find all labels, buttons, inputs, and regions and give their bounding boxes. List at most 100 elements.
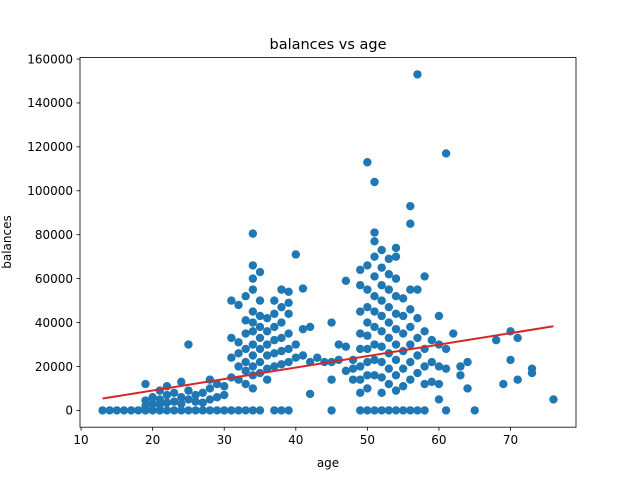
data-point (191, 397, 200, 406)
data-point (255, 311, 265, 321)
x-axis-label: age (317, 456, 339, 470)
data-point (363, 344, 372, 354)
data-point (406, 201, 415, 211)
data-point (398, 364, 408, 373)
data-point (370, 237, 379, 246)
data-point (470, 406, 479, 415)
data-point (370, 406, 379, 415)
data-point (384, 270, 394, 279)
data-point (255, 296, 265, 305)
data-point (277, 346, 286, 356)
data-point (356, 265, 365, 275)
y-tick-label: 40000 (35, 316, 73, 330)
data-point (341, 342, 351, 351)
data-point (363, 384, 372, 393)
data-point (241, 379, 250, 389)
data-point (155, 395, 165, 404)
data-point (277, 285, 286, 294)
data-point (377, 357, 386, 367)
data-point (162, 390, 172, 400)
data-point (363, 406, 372, 415)
data-point (169, 406, 179, 415)
y-tick-label: 140000 (27, 96, 73, 110)
data-point (370, 228, 379, 237)
regression-line (102, 325, 554, 400)
data-point (327, 375, 336, 384)
data-point (391, 355, 401, 365)
data-point (284, 329, 293, 338)
data-point (248, 362, 258, 371)
data-point (284, 309, 293, 318)
data-point (391, 274, 401, 283)
data-points (98, 70, 558, 415)
data-point (363, 331, 372, 340)
data-point (270, 349, 279, 358)
x-tick-label: 20 (145, 433, 160, 447)
data-point (391, 292, 401, 301)
data-point (284, 406, 293, 415)
data-point (384, 333, 394, 343)
data-point (262, 340, 272, 349)
data-point (348, 364, 358, 373)
data-point (384, 254, 394, 264)
data-point (434, 311, 444, 321)
data-point (420, 362, 429, 371)
data-point (434, 395, 444, 404)
data-point (406, 285, 415, 294)
data-point (241, 344, 250, 354)
data-point (284, 357, 293, 367)
data-point (499, 379, 508, 389)
data-point (119, 406, 129, 415)
data-point (277, 302, 286, 312)
data-point (377, 342, 386, 351)
data-point (420, 379, 429, 389)
data-point (370, 177, 379, 187)
data-point (384, 364, 394, 373)
data-point (141, 379, 150, 389)
data-point (126, 406, 136, 415)
data-point (391, 243, 401, 253)
data-point (305, 322, 315, 332)
data-point (262, 351, 272, 360)
data-point (227, 353, 236, 362)
data-point (370, 292, 379, 301)
y-tick-label: 160000 (27, 52, 73, 66)
data-point (370, 272, 379, 281)
data-point (391, 371, 401, 380)
data-point (348, 375, 358, 384)
data-point (377, 311, 386, 321)
data-point (413, 285, 422, 294)
data-point (356, 362, 365, 371)
data-point (177, 406, 186, 415)
data-point (434, 362, 444, 371)
chart-title: balances vs age (269, 37, 386, 53)
data-point (262, 313, 272, 323)
data-point (334, 340, 343, 349)
data-point (406, 219, 415, 228)
x-tick-label: 70 (503, 433, 518, 447)
data-point (148, 399, 157, 409)
data-point (220, 406, 229, 415)
data-point (527, 368, 537, 378)
y-tick-label: 20000 (35, 360, 73, 374)
data-point (370, 322, 379, 332)
data-point (248, 261, 258, 270)
data-point (248, 351, 258, 360)
data-point (291, 353, 300, 362)
data-point (413, 333, 422, 343)
data-point (205, 395, 215, 404)
data-point (356, 344, 365, 354)
data-point (341, 366, 351, 376)
data-point (291, 250, 300, 259)
data-point (377, 296, 386, 305)
data-point (441, 406, 451, 415)
data-point (291, 340, 300, 349)
data-point (177, 377, 186, 387)
data-point (327, 318, 336, 327)
data-point (284, 287, 293, 297)
data-point (255, 267, 265, 277)
data-point (356, 375, 365, 384)
data-point (363, 318, 372, 327)
data-point (363, 285, 372, 294)
